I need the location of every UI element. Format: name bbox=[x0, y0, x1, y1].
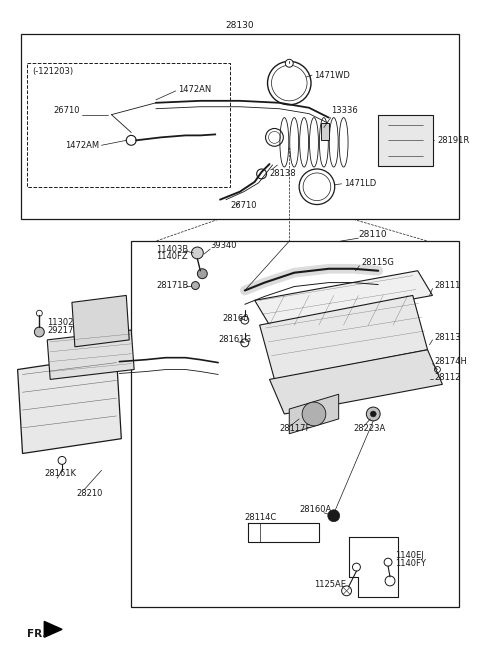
Circle shape bbox=[384, 558, 392, 566]
Text: 28138: 28138 bbox=[269, 169, 296, 179]
Text: 28117F: 28117F bbox=[279, 424, 311, 434]
Circle shape bbox=[385, 576, 395, 586]
Circle shape bbox=[36, 310, 42, 316]
Text: 28110: 28110 bbox=[359, 230, 387, 239]
Text: 28210: 28210 bbox=[77, 489, 103, 498]
Polygon shape bbox=[47, 330, 134, 379]
Text: (-121203): (-121203) bbox=[33, 67, 73, 75]
Text: 28223A: 28223A bbox=[353, 424, 386, 434]
Text: 28115G: 28115G bbox=[361, 258, 394, 267]
Circle shape bbox=[241, 316, 249, 324]
Circle shape bbox=[285, 60, 293, 68]
Bar bbox=[284, 118, 353, 167]
Text: 28130: 28130 bbox=[226, 21, 254, 30]
Text: 28160: 28160 bbox=[222, 314, 249, 322]
Bar bbox=[21, 34, 459, 219]
Text: 11403B: 11403B bbox=[156, 244, 188, 254]
Bar bbox=[321, 122, 329, 140]
Circle shape bbox=[352, 563, 360, 571]
Text: 11302: 11302 bbox=[47, 318, 73, 326]
Text: 28113: 28113 bbox=[434, 334, 461, 342]
Text: 28111: 28111 bbox=[434, 281, 461, 290]
Text: 1140EJ: 1140EJ bbox=[395, 551, 424, 560]
Circle shape bbox=[370, 411, 376, 417]
Text: 28171B: 28171B bbox=[156, 281, 188, 290]
Circle shape bbox=[58, 457, 66, 464]
Text: 28160A: 28160A bbox=[299, 505, 331, 514]
Text: 28112: 28112 bbox=[434, 373, 461, 382]
Circle shape bbox=[241, 339, 249, 347]
Text: 1472AM: 1472AM bbox=[65, 141, 99, 150]
Text: FR.: FR. bbox=[27, 630, 47, 639]
Circle shape bbox=[197, 269, 207, 279]
Polygon shape bbox=[255, 271, 432, 325]
Circle shape bbox=[342, 586, 351, 596]
Circle shape bbox=[192, 247, 204, 259]
Text: 1471WD: 1471WD bbox=[314, 71, 350, 79]
Bar bbox=[378, 115, 432, 166]
Text: 26710: 26710 bbox=[230, 201, 256, 210]
Text: 1471LD: 1471LD bbox=[344, 179, 376, 188]
Bar bbox=[27, 64, 230, 187]
Polygon shape bbox=[18, 355, 121, 453]
Polygon shape bbox=[269, 350, 443, 414]
Text: 28174H: 28174H bbox=[434, 357, 468, 366]
Text: 28114C: 28114C bbox=[245, 513, 277, 522]
Text: 1472AN: 1472AN bbox=[178, 85, 211, 95]
Text: 29217: 29217 bbox=[47, 326, 73, 334]
Text: 1140FY: 1140FY bbox=[395, 559, 426, 567]
Text: 1125AE: 1125AE bbox=[314, 581, 346, 589]
Bar bbox=[131, 241, 459, 606]
Polygon shape bbox=[72, 295, 129, 347]
Text: 28191R: 28191R bbox=[437, 136, 470, 145]
Polygon shape bbox=[289, 395, 339, 434]
Text: 13336: 13336 bbox=[331, 106, 358, 115]
Text: 28161K: 28161K bbox=[44, 469, 76, 478]
Polygon shape bbox=[260, 295, 428, 379]
Circle shape bbox=[366, 407, 380, 421]
Text: 28161G: 28161G bbox=[218, 336, 251, 344]
Text: 1140FZ: 1140FZ bbox=[156, 252, 188, 261]
Circle shape bbox=[302, 402, 326, 426]
Polygon shape bbox=[44, 622, 62, 638]
Text: 39340: 39340 bbox=[210, 240, 237, 250]
Circle shape bbox=[192, 281, 199, 289]
Circle shape bbox=[328, 510, 340, 522]
Text: 26710: 26710 bbox=[53, 106, 80, 115]
Circle shape bbox=[35, 327, 44, 337]
